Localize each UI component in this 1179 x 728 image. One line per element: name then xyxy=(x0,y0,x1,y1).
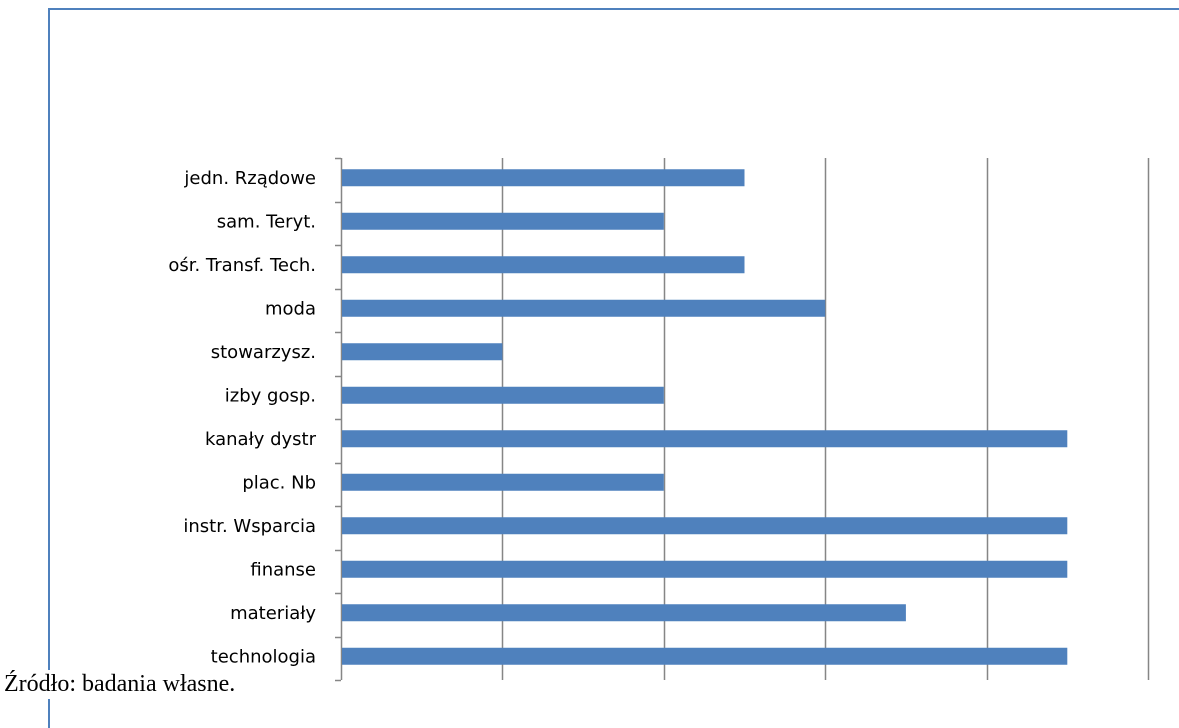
category-label: kanały dystr xyxy=(205,429,317,450)
category-label: ośr. Transf. Tech. xyxy=(168,255,316,276)
bar xyxy=(342,647,1068,665)
bar xyxy=(342,169,745,187)
category-label: instr. Wsparcia xyxy=(183,516,316,537)
bar xyxy=(342,430,1068,448)
category-label: stowarzysz. xyxy=(211,342,316,363)
bar xyxy=(342,473,664,491)
bar xyxy=(342,299,826,317)
category-label: moda xyxy=(265,298,316,319)
bar xyxy=(342,604,906,622)
category-label: plac. Nb xyxy=(242,472,316,493)
category-label: technologia xyxy=(211,646,316,667)
source-caption: Źródło: badania własne. xyxy=(4,670,242,699)
bar-chart: jedn. Rządowe sam. Teryt. ośr. Transf. Tec… xyxy=(168,157,1150,682)
bar xyxy=(342,212,664,230)
bar xyxy=(342,343,503,361)
bar xyxy=(342,517,1068,535)
category-label: materiały xyxy=(230,603,316,624)
category-label: jedn. Rządowe xyxy=(183,168,316,189)
bar xyxy=(342,386,664,404)
category-label: izby gosp. xyxy=(225,385,316,406)
bar xyxy=(342,560,1068,578)
category-label: sam. Teryt. xyxy=(217,211,316,232)
chart-frame xyxy=(48,8,1179,728)
bar xyxy=(342,256,745,274)
category-label: finanse xyxy=(250,559,316,580)
